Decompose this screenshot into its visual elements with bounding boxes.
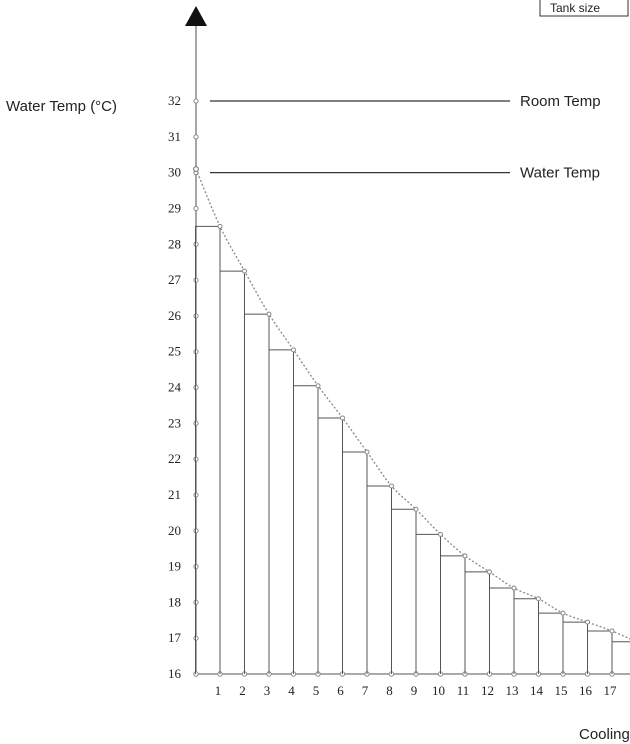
annotation-label-room-temp: Room Temp [520,93,601,110]
bar-top-point [585,619,590,625]
x-tick-label: 4 [288,683,295,698]
y-tick-label: 24 [168,380,182,395]
x-tick-label: 10 [432,683,445,698]
bar [366,485,392,674]
bar-top-point [389,483,394,489]
bar-top-point [266,311,272,317]
bars [195,225,630,674]
y-tick-label: 18 [168,594,181,609]
bar [293,385,319,674]
bar-top-point [560,610,566,616]
y-tick-marker [193,205,199,212]
y-tick-label: 19 [168,559,181,574]
y-tick-label: 20 [168,523,181,538]
x-tick-label: 14 [530,683,544,698]
cooling-curve [195,168,630,640]
x-tick-label: 9 [411,683,418,698]
bar [587,630,613,674]
bar [611,641,630,674]
y-tick-label: 28 [168,236,181,251]
bar [464,571,490,674]
x-tick-label: 2 [239,683,246,698]
y-tick-label: 31 [168,129,181,144]
x-tick-label: 11 [457,683,470,698]
bar-top-point [242,268,247,274]
x-tick-label: 3 [264,683,271,698]
bar-top-point [438,531,443,537]
y-tick-label: 16 [168,666,182,681]
y-axis: 16 17 18 19 20 21 22 23 24 25 26 27 28 29 30 31 32 [168,6,207,681]
x-tick-label: 15 [555,683,568,698]
x-tick-label: 1 [215,683,222,698]
x-axis: 12345678910111213141516171 [193,671,630,698]
x-tick-label: 8 [386,683,393,698]
bar-top-point [511,585,517,591]
bar-top-point [462,553,468,559]
bar-top-point [291,347,296,353]
bar [268,349,294,674]
y-axis-arrow-icon [185,6,207,26]
bar [195,225,221,674]
y-tick-label: 17 [168,630,182,645]
y-tick-label: 32 [168,93,181,108]
annotation-lines: Room Temp Water Temp [210,93,601,182]
bar [538,612,564,674]
y-tick-marker [193,134,199,140]
bar [562,621,588,674]
y-tick-marker [193,98,199,104]
y-tick-label: 30 [168,165,181,180]
x-tick-label: 5 [313,683,320,698]
bar-top-point [315,383,321,389]
bar-top-point [340,415,345,421]
y-tick-label: 21 [168,487,181,502]
x-tick-label: 16 [579,683,593,698]
x-ticks: 12345678910111213141516171 [193,671,618,698]
annotation-label-water-temp: Water Temp [520,165,600,182]
bar [219,270,245,674]
bar-top-point [364,449,370,455]
y-tick-label: 26 [168,308,182,323]
x-tick-label: 17 [604,683,618,698]
y-ticks: 16 17 18 19 20 21 22 23 24 25 26 27 28 29 30 31 32 [168,93,199,681]
bar-top-point [487,569,492,575]
curve-start-point [193,166,199,172]
bar [391,508,417,674]
x-tick-label: 7 [362,683,369,698]
bar-top-point [536,596,541,602]
y-axis-label: Water Temp (°C) [6,98,117,115]
y-tick-label: 27 [168,272,182,287]
y-tick-label: 22 [168,451,181,466]
x-tick-label: 6 [337,683,344,698]
x-tick-label: 13 [506,683,519,698]
bar-top-point [217,223,223,229]
bar-top-point [413,506,419,512]
bar [317,417,343,674]
bar-points [217,223,615,634]
bar [342,451,368,674]
y-tick-label: 25 [168,344,181,359]
legend-box [539,0,629,17]
bar [415,533,441,674]
curve-start-marker [193,166,199,172]
x-tick-label: 12 [481,683,494,698]
y-tick-label: 23 [168,415,181,430]
bar [489,587,515,674]
legend-box-label: Tank size [550,1,600,15]
bar [513,598,539,674]
x-axis-label: Cooling Ti [579,726,630,743]
y-tick-label: 29 [168,200,181,215]
bar-top-point [609,628,615,634]
bar [244,313,270,674]
bar [440,555,466,674]
